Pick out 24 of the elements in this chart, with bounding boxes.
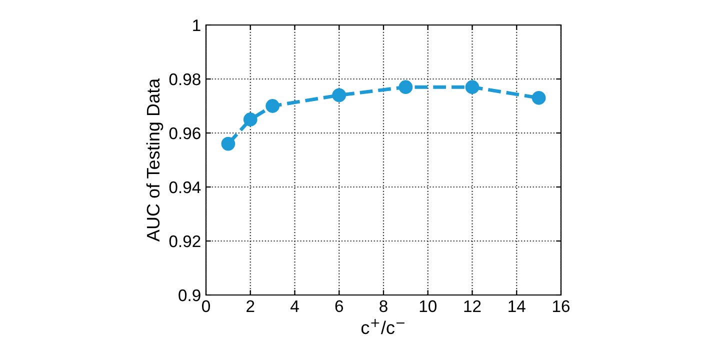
- point: [398, 80, 413, 94]
- y-tick-label: 0.92: [169, 235, 200, 248]
- x-tick-label: 8: [380, 300, 388, 312]
- y-tick-label: 0.96: [169, 127, 200, 140]
- point: [266, 99, 280, 113]
- x-tick-label: 4: [290, 300, 299, 312]
- y-tick-label: 0.98: [169, 73, 200, 86]
- x-tick-label: 12: [464, 300, 481, 312]
- x-tick-label: 10: [420, 300, 436, 312]
- x-tick-label: 2: [246, 300, 254, 312]
- x-tick-label: 16: [553, 300, 570, 312]
- point: [465, 80, 480, 94]
- x-tick-label: 0: [202, 300, 210, 312]
- point: [243, 112, 258, 126]
- x-tick-label: 6: [335, 300, 344, 312]
- y-tick-label: 1: [193, 20, 200, 32]
- x-tick-label: 14: [508, 300, 526, 312]
- y-tick-label: 0.94: [169, 181, 201, 194]
- point: [332, 88, 346, 102]
- y-tick-label: 0.9: [178, 289, 200, 302]
- point: [532, 90, 546, 105]
- x-axis-title: c$^{+}$/c$^{−}$: [361, 319, 404, 334]
- point: [221, 136, 236, 151]
- y-axis-title: AUC of Testing Data: [146, 78, 164, 242]
